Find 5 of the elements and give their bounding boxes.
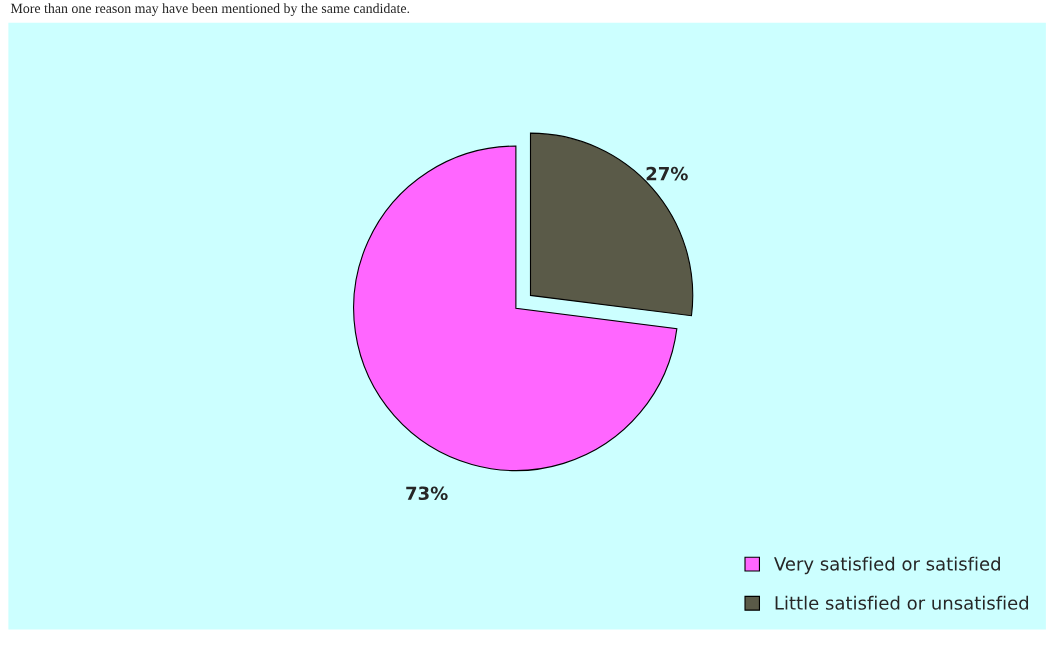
data-label: 73% xyxy=(406,486,448,501)
legend-label: Little satisfied or unsatisfied xyxy=(775,595,1029,610)
data-label: 27% xyxy=(646,166,688,181)
text: More than one reason may have been mentioned by the same candidate. xyxy=(10,3,410,16)
legend-label: Very satisfied or satisfied xyxy=(774,556,1000,575)
